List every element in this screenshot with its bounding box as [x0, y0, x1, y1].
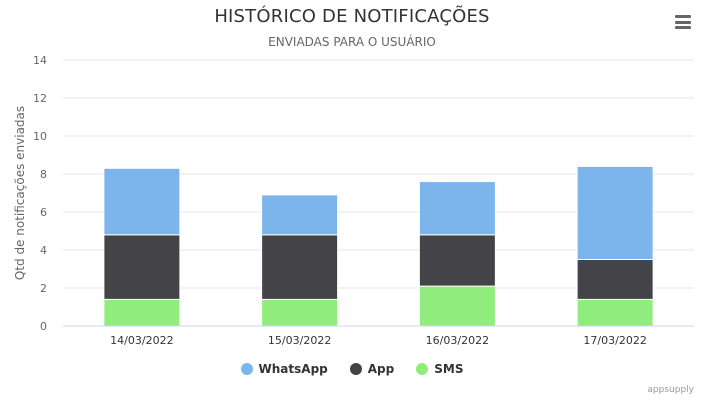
- chart-subtitle: ENVIADAS PARA O USUÁRIO: [268, 35, 436, 49]
- bar-whatsapp-1[interactable]: [103, 167, 181, 236]
- bar-sms-1[interactable]: [103, 298, 181, 327]
- bar-app-2[interactable]: [261, 234, 339, 300]
- chart-menu-button[interactable]: [671, 12, 695, 32]
- bar-series: [103, 165, 654, 327]
- y-tick-label: 6: [40, 206, 47, 219]
- bar-app-3[interactable]: [418, 234, 496, 287]
- bar-whatsapp-2[interactable]: [261, 194, 339, 236]
- y-tick-label: 14: [33, 54, 47, 67]
- credits-label: appsupply: [647, 385, 694, 395]
- legend-item-sms[interactable]: SMS: [416, 362, 463, 376]
- legend-label: SMS: [434, 362, 464, 376]
- y-tick-label: 0: [40, 320, 47, 333]
- legend-symbol: [416, 363, 429, 375]
- bar-sms-2[interactable]: [261, 298, 339, 327]
- chart-legend: WhatsApp App SMS: [0, 362, 704, 376]
- bar-whatsapp-4[interactable]: [576, 165, 654, 260]
- y-tick-label: 4: [40, 244, 47, 257]
- x-axis-tick-labels: 14/03/2022 15/03/2022 16/03/2022 17/03/2022: [110, 334, 647, 347]
- x-tick-label: 15/03/2022: [268, 334, 331, 347]
- legend-label: WhatsApp: [258, 362, 328, 376]
- legend-item-whatsapp[interactable]: WhatsApp: [240, 362, 328, 376]
- x-tick-label: 16/03/2022: [426, 334, 489, 347]
- x-tick-label: 14/03/2022: [110, 334, 173, 347]
- x-tick-label: 17/03/2022: [583, 334, 646, 347]
- bar-app-1[interactable]: [103, 234, 181, 300]
- legend-label: App: [367, 362, 395, 376]
- y-tick-label: 2: [40, 282, 47, 295]
- y-tick-label: 8: [40, 168, 47, 181]
- y-axis-label: Qtd de notificações enviadas: [13, 106, 27, 280]
- bar-sms-3[interactable]: [418, 285, 496, 327]
- bar-whatsapp-3[interactable]: [418, 181, 496, 236]
- legend-item-app[interactable]: App: [349, 362, 395, 376]
- y-axis-tick-labels: 0 2 4 6 8 10 12 14: [33, 54, 47, 333]
- legend-symbol: [349, 363, 362, 375]
- bar-app-4[interactable]: [576, 259, 654, 300]
- bar-sms-4[interactable]: [576, 298, 654, 327]
- y-tick-label: 12: [33, 92, 47, 105]
- legend-symbol: [240, 363, 253, 375]
- chart-title: HISTÓRICO DE NOTIFICAÇÕES: [214, 6, 490, 27]
- y-tick-label: 10: [33, 130, 47, 143]
